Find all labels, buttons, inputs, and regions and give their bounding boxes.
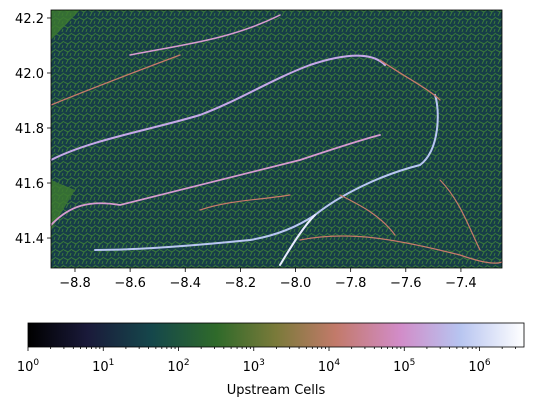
x-tick-label: −8.8	[59, 276, 91, 291]
colorbar-tick-label: 103	[243, 358, 265, 375]
y-tick-label: 42.2	[15, 12, 44, 27]
y-tick-label: 41.6	[15, 177, 44, 192]
tick-base: 10	[17, 360, 34, 375]
tick-base: 10	[318, 360, 335, 375]
x-tick-label: −8.0	[280, 276, 312, 291]
axes-frame	[50, 9, 503, 269]
tick-base: 10	[393, 360, 410, 375]
colorbar-tick-label: 104	[318, 358, 341, 375]
y-tick-label: 41.4	[15, 232, 44, 247]
tick-exponent: 5	[410, 358, 416, 368]
x-tick-label: −8.6	[114, 276, 146, 291]
colorbar-tick-label: 106	[468, 358, 491, 375]
colorbar-tick-label: 100	[17, 358, 40, 375]
flow-raster	[50, 10, 503, 268]
tick-exponent: 1	[109, 358, 115, 368]
colorbar-label: Upstream Cells	[227, 383, 326, 398]
tick-exponent: 3	[259, 358, 265, 368]
x-tick-label: −8.4	[169, 276, 201, 291]
tick-exponent: 6	[485, 358, 491, 368]
tick-exponent: 4	[334, 358, 340, 368]
colorbar-tick-label: 101	[92, 358, 114, 375]
x-tick-label: −7.6	[390, 276, 422, 291]
colorbar-tick-label: 102	[167, 358, 189, 375]
tick-base: 10	[167, 360, 184, 375]
tick-base: 10	[92, 360, 109, 375]
tick-exponent: 2	[184, 358, 190, 368]
x-tick-label: −7.4	[445, 276, 477, 291]
tick-base: 10	[468, 360, 485, 375]
colorbar	[27, 322, 525, 348]
tick-exponent: 0	[33, 358, 39, 368]
x-tick-label: −8.2	[225, 276, 257, 291]
colorbar-tick-label: 105	[393, 358, 415, 375]
tick-base: 10	[243, 360, 260, 375]
y-tick-label: 42.0	[15, 67, 44, 82]
x-tick-label: −7.8	[335, 276, 367, 291]
y-tick-label: 41.8	[15, 122, 44, 137]
